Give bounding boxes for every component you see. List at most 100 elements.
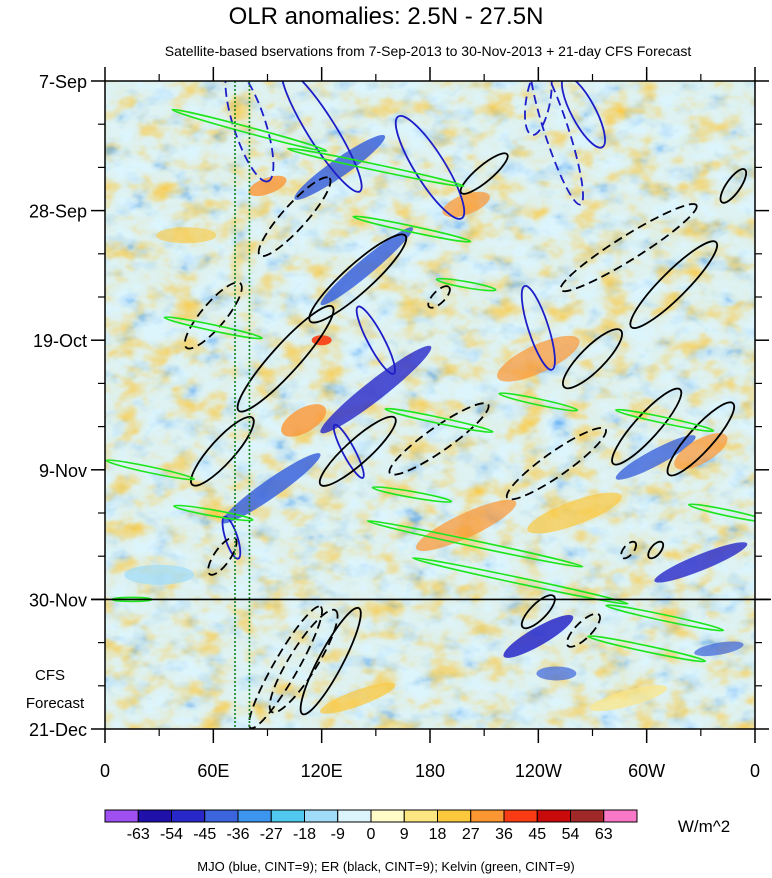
kelvin-contour (587, 635, 707, 663)
er-contour (388, 402, 490, 476)
colorbar-swatch (270, 809, 305, 823)
er-contour (647, 540, 665, 560)
er-contour (236, 304, 335, 413)
anomaly-patch (156, 227, 217, 244)
colorbar-label: -63 (127, 826, 150, 843)
mjo-contour (561, 81, 606, 149)
anomaly-patch (221, 453, 321, 524)
colorbar-label: 27 (462, 826, 480, 843)
anomaly-patch (124, 564, 195, 585)
er-contour (299, 606, 362, 716)
x-tick-label: 0 (100, 761, 110, 781)
er-contour (190, 415, 255, 487)
y-tick-label: 21-Dec (29, 720, 87, 740)
anomaly-patch (497, 335, 580, 382)
colorbar-swatch (104, 809, 139, 823)
axes: 0 60E 120E 180 120W 60W 0 7-Sep 28-Sep 19-Oct 9-No… (29, 67, 769, 781)
colorbar: -63 -54 -45 -36 -27 -18 -9 0 9 18 27 36 45 54 63 (104, 809, 638, 843)
kelvin-contour (352, 215, 472, 243)
colorbar-label: 63 (595, 826, 613, 843)
er-contour (666, 401, 736, 477)
hovmoller-plot-area (105, 81, 755, 729)
er-contour (459, 152, 509, 195)
colorbar-swatch (437, 809, 472, 823)
kelvin-contour (411, 557, 629, 605)
anomaly-patch (615, 435, 696, 480)
er-contour (520, 594, 556, 630)
colorbar-label: -45 (193, 826, 216, 843)
colorbar-swatch (370, 809, 405, 823)
y-tick-label: 19-Oct (33, 331, 87, 351)
anomaly-patch (320, 227, 414, 306)
kelvin-contour (605, 604, 725, 632)
colorbar-label: -54 (160, 826, 183, 843)
anomaly-patch (503, 614, 574, 658)
anomaly-patch (654, 542, 748, 583)
er-contour (308, 233, 408, 324)
x-tick-label: 0 (750, 761, 760, 781)
olr-negative-anomaly-field (105, 81, 755, 729)
reference-longitude-lines (234, 81, 251, 729)
colorbar-swatch (137, 809, 172, 823)
y-tick-label: 7-Sep (39, 72, 87, 92)
x-tick-label: 120W (515, 761, 562, 781)
kelvin-contour (384, 407, 494, 434)
anomaly-patch (281, 404, 327, 437)
x-tick-label: 60E (197, 761, 229, 781)
chart-subtitle: Satellite-based bservations from 7-Sep-2… (165, 43, 692, 59)
kelvin-contour (366, 519, 584, 568)
er-contour (427, 285, 451, 309)
mjo-contour (355, 305, 396, 375)
colorbar-swatch (171, 809, 206, 823)
colorbar-swatch (204, 809, 239, 823)
er-contour (559, 203, 698, 293)
y-tick-label: 30-Nov (29, 590, 87, 610)
colorbar-label: 0 (367, 826, 376, 843)
er-contour (562, 328, 623, 390)
anomaly-patch (320, 345, 432, 434)
colorbar-label: 45 (528, 826, 546, 843)
colorbar-label: 36 (495, 826, 513, 843)
colorbar-swatch (237, 809, 272, 823)
forecast-label-line1: CFS (35, 667, 65, 684)
kelvin-contour (371, 486, 453, 503)
er-contour (268, 608, 339, 714)
anomaly-patch (248, 175, 287, 197)
colorbar-swatch (536, 809, 571, 823)
olr-anomaly-patches (124, 135, 748, 714)
er-contour (183, 281, 243, 350)
y-tick-label: 28-Sep (29, 202, 87, 222)
chart-title: OLR anomalies: 2.5N - 27.5N (229, 3, 544, 30)
er-contour (611, 387, 683, 466)
anomaly-patch (694, 641, 744, 657)
x-tick-label: 60W (628, 761, 665, 781)
colorbar-label: 54 (562, 826, 580, 843)
colorbar-swatch (470, 809, 505, 823)
colorbar-label: -27 (260, 826, 283, 843)
colorbar-swatch (503, 809, 538, 823)
kelvin-contour (286, 147, 465, 188)
anomaly-patch (320, 682, 396, 714)
colorbar-swatch (337, 809, 372, 823)
x-tick-label: 180 (415, 761, 445, 781)
er-contour (629, 240, 719, 329)
er-contour (318, 415, 397, 487)
mjo-contour (524, 81, 553, 136)
colorbar-label: -18 (293, 826, 316, 843)
er-contour (248, 605, 323, 729)
anomaly-patch (527, 492, 622, 534)
colorbar-swatch (403, 809, 438, 823)
colorbar-swatch (603, 809, 638, 823)
colorbar-swatch (304, 809, 339, 823)
mjo-contour (280, 81, 363, 193)
anomaly-patch (442, 191, 490, 218)
er-contour (257, 176, 332, 258)
kelvin-contour (687, 503, 755, 523)
anomaly-patch (416, 499, 517, 552)
er-contour (620, 540, 637, 560)
er-contour (566, 612, 601, 648)
x-tick-label: 120E (301, 761, 343, 781)
kelvin-contour (173, 504, 254, 522)
colorbar-units: W/m^2 (678, 817, 730, 836)
